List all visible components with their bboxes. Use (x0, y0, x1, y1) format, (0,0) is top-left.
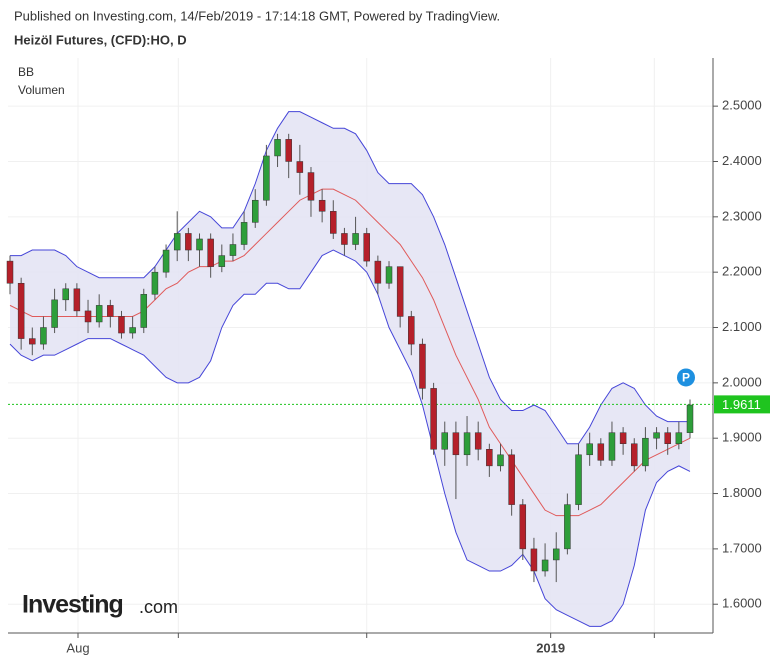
logo-suffix: .com (139, 597, 178, 617)
candle-body (396, 266, 404, 317)
published-note: Published on Investing.com, 14/Feb/2019 … (14, 8, 500, 23)
candle-body (363, 233, 370, 262)
candle-body (597, 443, 605, 461)
y-tick-label: 2.3000 (722, 208, 762, 223)
candle-body (318, 199, 326, 212)
candle-body (642, 437, 649, 467)
candle-body (107, 305, 114, 317)
candle-body (374, 260, 382, 284)
candle-body (608, 432, 616, 461)
candle-body (285, 139, 292, 162)
candle-body (385, 266, 393, 284)
candle-body (17, 282, 25, 339)
candle-body (408, 316, 415, 345)
candle-body (274, 139, 281, 157)
candle-body (675, 432, 683, 444)
y-tick-label: 1.6000 (722, 596, 762, 611)
candle-body (575, 454, 582, 505)
y-tick-label: 2.5000 (722, 98, 762, 113)
candle-body (541, 559, 549, 572)
band-upper (10, 111, 690, 445)
candle-body (251, 199, 259, 223)
candle-body (352, 233, 359, 245)
candle-body (452, 432, 460, 456)
candle-body (73, 288, 81, 312)
candle-body (474, 432, 482, 450)
candle-body (330, 211, 337, 234)
y-tick-label: 2.4000 (722, 153, 762, 168)
legend-item: BB (18, 65, 34, 79)
candle-body (151, 271, 159, 295)
candle-body (631, 443, 638, 467)
candle-body (497, 454, 504, 467)
chart-title: Heizöl Futures, (CFD):HO, D (14, 32, 187, 47)
candle-body (140, 294, 148, 328)
last-price-label: 1.9611 (722, 397, 761, 412)
candle-body (619, 432, 627, 444)
candle-body (95, 305, 103, 323)
candle-body (51, 299, 58, 328)
candle-body (664, 432, 671, 444)
y-tick-label: 1.9000 (722, 430, 762, 445)
candle-body (686, 404, 694, 433)
candle-body (62, 288, 69, 301)
candle-body (552, 548, 560, 561)
candle-body (84, 310, 92, 323)
candle-body (430, 388, 437, 450)
legend-item: Volumen (18, 83, 65, 97)
candle-body (486, 449, 493, 467)
band-lower (9, 249, 691, 627)
candle-body (530, 548, 538, 572)
candle-body (508, 454, 515, 505)
candle-body (196, 238, 203, 251)
candle-body (129, 327, 136, 334)
candle-body (218, 255, 226, 267)
y-tick-label: 1.8000 (722, 485, 762, 500)
candle-body (263, 155, 270, 201)
candle-body (296, 161, 304, 173)
marker (677, 368, 695, 387)
y-tick-label: 2.2000 (722, 264, 762, 279)
candle-body (240, 222, 248, 245)
candle-body (6, 260, 14, 284)
marker-label: P (682, 371, 690, 385)
candle-body (441, 432, 449, 450)
candle-body (586, 443, 593, 456)
candle-body (185, 233, 192, 251)
y-tick-label: 2.0000 (722, 374, 762, 389)
candle-body (341, 233, 348, 245)
candle-body (29, 338, 36, 345)
candle-body (653, 432, 660, 439)
last-price-box (714, 395, 770, 414)
candle-body (118, 316, 125, 334)
y-tick-label: 1.7000 (722, 540, 762, 555)
candle-body (162, 249, 170, 273)
candle-body (207, 238, 214, 267)
x-tick-label: Aug (66, 640, 89, 655)
candle-body (564, 504, 571, 550)
candle-body (229, 244, 237, 256)
candle-body (40, 327, 47, 345)
candle-body (173, 233, 181, 251)
y-tick-label: 2.1000 (722, 319, 762, 334)
candle-body (519, 504, 527, 550)
candle-body (307, 172, 315, 201)
x-tick-label: 2019 (536, 640, 565, 655)
candle-body (463, 432, 471, 456)
logo-brand: Investing (22, 591, 123, 619)
candle-body (419, 343, 426, 389)
